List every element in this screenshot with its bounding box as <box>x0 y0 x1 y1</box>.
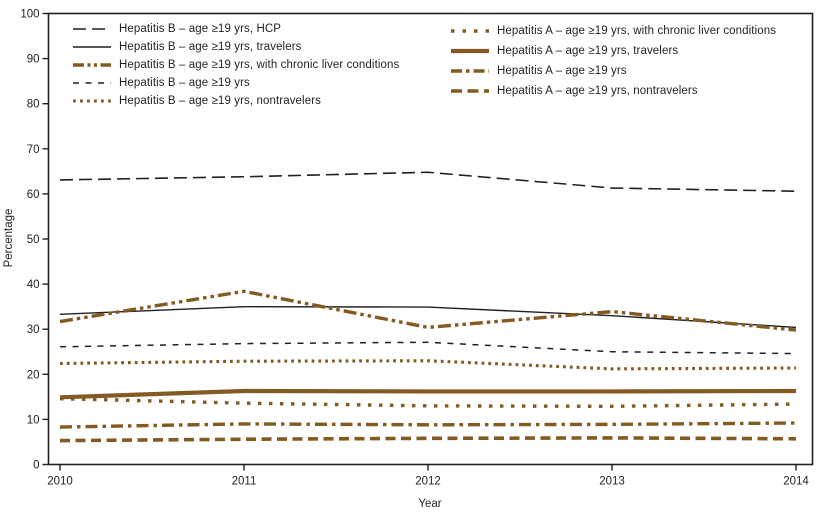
legend-swatch-line-icon <box>73 28 111 30</box>
legend-item: Hepatitis B – age ≥19 yrs <box>72 74 399 92</box>
legend-item: Hepatitis B – age ≥19 yrs, with chronic … <box>72 56 399 74</box>
series-line <box>59 289 797 332</box>
legend-swatch-line-icon <box>73 46 111 48</box>
legend-item-label: Hepatitis A – age ≥19 yrs, with chronic … <box>497 25 777 37</box>
series-line <box>59 341 797 355</box>
y-tick-label: 50 <box>27 234 40 246</box>
y-tick-label: 0 <box>33 460 39 472</box>
y-tick-label: 30 <box>27 324 40 336</box>
legend-item: Hepatitis B – age ≥19 yrs, HCP <box>72 20 399 38</box>
legend-swatch-line-icon <box>451 48 489 54</box>
legend-item-label: Hepatitis A – age ≥19 yrs, nontravelers <box>497 85 698 97</box>
legend-item-label: Hepatitis B – age ≥19 yrs, nontravelers <box>119 95 321 107</box>
legend-swatch-line-icon <box>451 89 489 93</box>
legend-swatch-line-icon <box>451 29 489 33</box>
x-tick-label: 2011 <box>232 476 257 488</box>
legend-item: Hepatitis B – age ≥19 yrs, nontravelers <box>72 92 399 110</box>
legend-item-label: Hepatitis B – age ≥19 yrs, with chronic … <box>119 59 400 71</box>
y-tick-label: 60 <box>27 189 40 201</box>
legend-item-label: Hepatitis A – age ≥19 yrs, travelers <box>497 45 679 57</box>
x-tick-label: 2010 <box>47 476 73 488</box>
y-axis-title: Percentage <box>3 208 15 268</box>
y-tick-label: 70 <box>27 144 40 156</box>
series-line <box>59 421 797 429</box>
x-tick-label: 2014 <box>783 476 809 488</box>
y-tick-label: 80 <box>27 99 40 111</box>
x-tick-label: 2012 <box>415 476 441 488</box>
legend-item: Hepatitis A – age ≥19 yrs, nontravelers <box>450 81 776 101</box>
y-tick-label: 90 <box>27 54 40 66</box>
x-tick-label: 2013 <box>599 476 625 488</box>
series-line <box>59 359 797 371</box>
legend-item-label: Hepatitis B – age ≥19 yrs <box>119 77 250 89</box>
legend-swatch-line-icon <box>73 63 111 67</box>
legend-item: Hepatitis A – age ≥19 yrs, with chronic … <box>450 21 776 41</box>
series-line <box>59 171 797 192</box>
series-line <box>59 305 797 329</box>
legend-item: Hepatitis A – age ≥19 yrs <box>450 61 776 81</box>
legend-item-label: Hepatitis A – age ≥19 yrs <box>497 65 627 77</box>
legend-item: Hepatitis B – age ≥19 yrs, travelers <box>72 38 399 56</box>
series-line <box>59 396 797 409</box>
y-tick-label: 20 <box>27 369 40 381</box>
legend-swatch-line-icon <box>451 69 489 73</box>
x-axis-title: Year <box>418 498 442 510</box>
y-tick-label: 40 <box>27 279 40 291</box>
legend-swatch-line-icon <box>73 99 111 103</box>
series-line <box>59 436 797 443</box>
chart-legend-column-right: Hepatitis A – age ≥19 yrs, with chronic … <box>450 21 776 101</box>
chart-legend-column-left: Hepatitis B – age ≥19 yrs, HCP Hepatitis … <box>72 20 399 110</box>
y-tick-label: 10 <box>27 414 40 426</box>
legend-item-label: Hepatitis B – age ≥19 yrs, travelers <box>119 41 302 53</box>
y-tick-label: 100 <box>20 9 39 21</box>
legend-item: Hepatitis A – age ≥19 yrs, travelers <box>450 41 776 61</box>
legend-item-label: Hepatitis B – age ≥19 yrs, HCP <box>119 23 282 35</box>
series-line <box>59 388 797 400</box>
legend-swatch-line-icon <box>73 82 111 84</box>
